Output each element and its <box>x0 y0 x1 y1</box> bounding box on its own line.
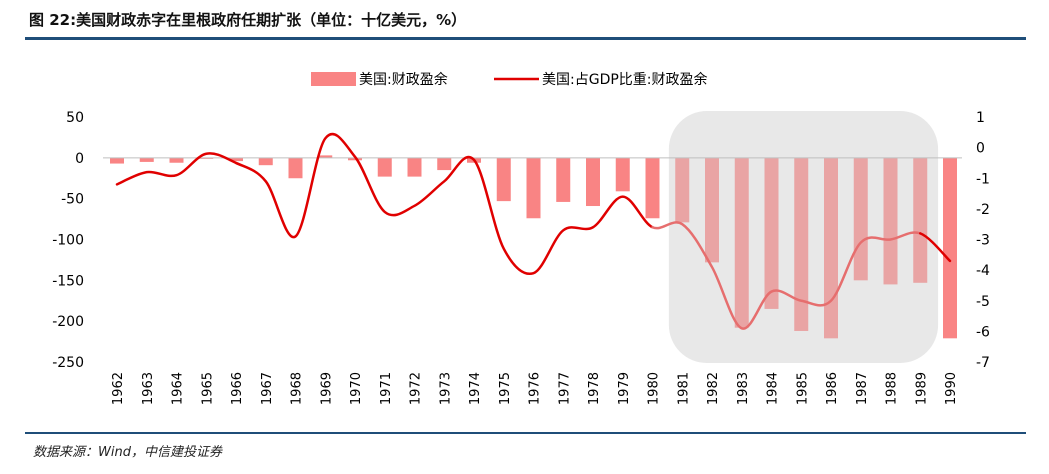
chart: 500-50-100-150-200-250 10-1-2-3-4-5-6-7 … <box>52 71 990 405</box>
bar-1971 <box>377 157 392 177</box>
bar-1984 <box>764 157 779 309</box>
y-right-tick-label: 1 <box>976 110 985 126</box>
y-left-tick-label: -150 <box>52 273 84 289</box>
y-right-tick-label: -3 <box>976 233 990 249</box>
bar-1973 <box>437 157 452 171</box>
bar-1986 <box>824 157 838 339</box>
footer-rule <box>25 432 1026 434</box>
bar-1980 <box>645 157 660 219</box>
x-tick-label-1984: 1984 <box>766 372 781 405</box>
x-tick-label-1972: 1972 <box>409 372 424 405</box>
y-right-tick-label: 0 <box>976 141 985 157</box>
bar-1972 <box>407 157 422 177</box>
line-series-pre-1981 <box>115 132 654 276</box>
x-tick-label-1963: 1963 <box>141 372 156 405</box>
x-tick-label-1987: 1987 <box>855 372 870 405</box>
y-left-tick-label: 0 <box>75 151 84 167</box>
x-tick-label-1965: 1965 <box>200 372 215 405</box>
bar-1963 <box>139 157 154 162</box>
bar-1977 <box>556 157 571 202</box>
x-tick-label-1962: 1962 <box>111 372 126 405</box>
bar-1967 <box>258 157 273 166</box>
bar-1989 <box>913 157 928 283</box>
x-tick-label-1975: 1975 <box>498 372 513 405</box>
bar-1979 <box>615 157 630 192</box>
x-tick-label-1973: 1973 <box>438 372 453 405</box>
bar-1983 <box>734 157 749 328</box>
legend-swatch-bar <box>311 72 356 86</box>
line-series-1981-1989 <box>651 221 922 330</box>
x-tick-label-1988: 1988 <box>885 372 900 405</box>
line-series-post-1989 <box>919 232 952 263</box>
x-tick-label-1981: 1981 <box>676 372 691 405</box>
x-tick-label-1989: 1989 <box>914 372 929 405</box>
y-right-tick-label: -2 <box>976 202 990 218</box>
x-tick-label-1969: 1969 <box>319 372 334 405</box>
bar-1988 <box>883 157 898 285</box>
y-left-tick-label: -250 <box>52 355 84 371</box>
bar-1978 <box>586 157 600 207</box>
source-note: 数据来源：Wind，中信建投证券 <box>33 445 222 460</box>
x-tick-label-1990: 1990 <box>944 372 959 405</box>
legend: 美国:财政盈余 美国:占GDP比重:财政盈余 <box>311 71 708 88</box>
legend-label-line: 美国:占GDP比重:财政盈余 <box>542 71 708 88</box>
bar-1987 <box>853 157 868 281</box>
y-right-tick-label: -5 <box>976 294 990 310</box>
x-tick-label-1966: 1966 <box>230 372 245 405</box>
bar-1976 <box>526 157 541 219</box>
x-tick-label-1967: 1967 <box>260 372 275 405</box>
y-right-tick-label: -4 <box>976 263 990 279</box>
y-left-tick-label: -50 <box>61 192 84 208</box>
legend-label-bar: 美国:财政盈余 <box>359 71 448 88</box>
chart-title: 图 22:美国财政赤字在里根政府任期扩张（单位：十亿美元，%） <box>29 11 467 29</box>
bar-1968 <box>288 157 303 179</box>
x-tick-label-1971: 1971 <box>379 372 394 405</box>
bar-1964 <box>169 157 184 163</box>
bar-1966 <box>229 157 243 162</box>
y-right-tick-label: -1 <box>976 171 990 187</box>
bar-1975 <box>496 157 511 202</box>
y-right-tick-label: -7 <box>976 355 990 371</box>
y-left-tick-label: -200 <box>52 314 84 330</box>
x-tick-label-1976: 1976 <box>528 372 543 405</box>
x-tick-label-1985: 1985 <box>795 372 810 405</box>
y-right-tick-label: -6 <box>976 324 990 340</box>
bar-1962 <box>110 157 124 164</box>
bar-1990 <box>943 157 957 339</box>
x-tick-label-1986: 1986 <box>825 372 840 405</box>
bar-1969 <box>318 155 333 158</box>
x-tick-label-1980: 1980 <box>647 372 662 405</box>
x-tick-label-1979: 1979 <box>617 372 632 405</box>
bar-1965 <box>199 157 214 159</box>
x-tick-label-1968: 1968 <box>290 372 305 405</box>
x-tick-label-1974: 1974 <box>468 372 483 405</box>
x-tick-label-1977: 1977 <box>557 372 572 405</box>
x-tick-label-1983: 1983 <box>736 372 751 405</box>
bar-1981 <box>675 157 690 223</box>
x-tick-label-1982: 1982 <box>706 372 721 405</box>
y-left-tick-label: -100 <box>52 233 84 249</box>
x-tick-label-1978: 1978 <box>587 372 602 405</box>
bar-1982 <box>705 157 719 263</box>
y-left-tick-label: 50 <box>66 110 84 126</box>
bar-1970 <box>348 157 362 161</box>
x-tick-label-1970: 1970 <box>349 372 364 405</box>
bar-1985 <box>794 157 809 331</box>
header-rule <box>25 37 1026 40</box>
x-tick-label-1964: 1964 <box>171 372 186 405</box>
